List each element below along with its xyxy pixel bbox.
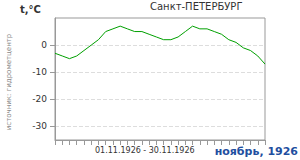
svg-text:t,°C: t,°C [20,4,41,15]
svg-text:-20: -20 [32,94,47,104]
svg-text:источник: гидрометцентр: источник: гидрометцентр [5,33,13,130]
svg-text:ноябрь, 1926: ноябрь, 1926 [215,145,299,158]
svg-text:-30: -30 [32,121,47,131]
svg-text:Санкт-ПЕТЕРБУРГ: Санкт-ПЕТЕРБУРГ [150,1,243,12]
svg-text:-10: -10 [32,67,47,77]
svg-text:0: 0 [41,40,47,50]
svg-text:01.11.1926 - 30.11.1926: 01.11.1926 - 30.11.1926 [95,146,195,155]
